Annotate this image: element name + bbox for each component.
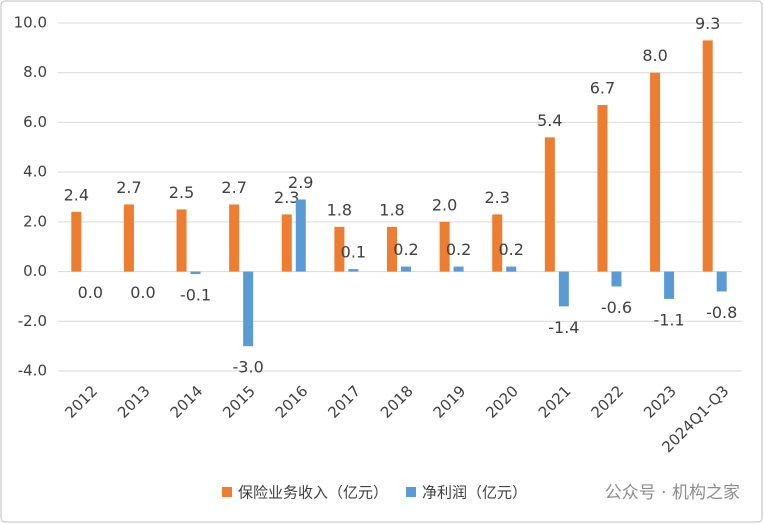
legend-swatch	[406, 487, 417, 497]
bar	[176, 209, 187, 272]
y-tick-label: 4.0	[23, 163, 47, 181]
y-tick-label: 8.0	[23, 63, 47, 81]
legend-label: 净利润（亿元）	[422, 484, 527, 502]
bar	[506, 266, 517, 272]
value-label: 2.7	[116, 178, 141, 197]
value-label: 2.5	[169, 183, 194, 202]
value-label: 2.3	[485, 188, 510, 207]
value-label: -0.1	[180, 286, 211, 305]
value-label: 0.2	[446, 240, 471, 259]
watermark: 公众号 · 机构之家	[605, 483, 740, 503]
bar	[190, 271, 201, 275]
value-label: 6.7	[590, 79, 615, 98]
bar	[229, 204, 240, 272]
value-label: -0.8	[706, 303, 737, 322]
bar	[123, 204, 134, 272]
y-tick-label: 2.0	[23, 212, 47, 230]
legend-label: 保险业务收入（亿元）	[238, 484, 388, 502]
value-label: 0.2	[393, 240, 418, 259]
bar	[387, 226, 397, 272]
value-label: -1.4	[548, 318, 579, 337]
bar	[716, 271, 727, 292]
y-tick-label: 0.0	[23, 262, 47, 280]
bar	[664, 271, 675, 299]
y-tick-label: 6.0	[23, 113, 47, 131]
legend-swatch	[222, 487, 232, 497]
value-label: 8.0	[642, 46, 667, 65]
bar	[439, 221, 450, 272]
value-label: 2.9	[288, 173, 313, 192]
bar	[453, 266, 464, 272]
bar	[544, 137, 555, 272]
value-label: 9.3	[695, 14, 720, 33]
value-label: 2.3	[274, 188, 299, 207]
value-label: 1.8	[379, 200, 404, 219]
bar	[597, 105, 608, 272]
value-label: 5.4	[537, 111, 562, 130]
value-label: -1.1	[653, 310, 684, 329]
bar	[702, 40, 713, 272]
value-label: 2.7	[221, 178, 246, 197]
y-tick-label: -2.0	[18, 312, 47, 330]
bar	[295, 199, 306, 272]
bar	[401, 266, 411, 272]
value-label: 0.0	[130, 283, 155, 302]
value-label: -0.6	[601, 298, 632, 317]
y-tick-label: 10.0	[14, 14, 47, 32]
bar	[650, 72, 661, 272]
y-tick-label: -4.0	[18, 362, 47, 380]
bar	[281, 214, 292, 272]
bar	[492, 214, 503, 272]
value-label: 0.0	[78, 283, 103, 302]
value-label: 1.8	[327, 200, 352, 219]
value-label: -3.0	[233, 358, 264, 377]
bar	[334, 226, 345, 272]
bar	[243, 271, 254, 347]
value-label: 2.4	[64, 185, 89, 204]
value-label: 0.1	[341, 243, 366, 262]
bar	[71, 211, 82, 272]
value-label: 0.2	[499, 240, 524, 259]
bar	[611, 271, 622, 287]
bar	[348, 269, 359, 272]
value-label: 2.0	[432, 195, 457, 214]
bar	[558, 271, 569, 307]
